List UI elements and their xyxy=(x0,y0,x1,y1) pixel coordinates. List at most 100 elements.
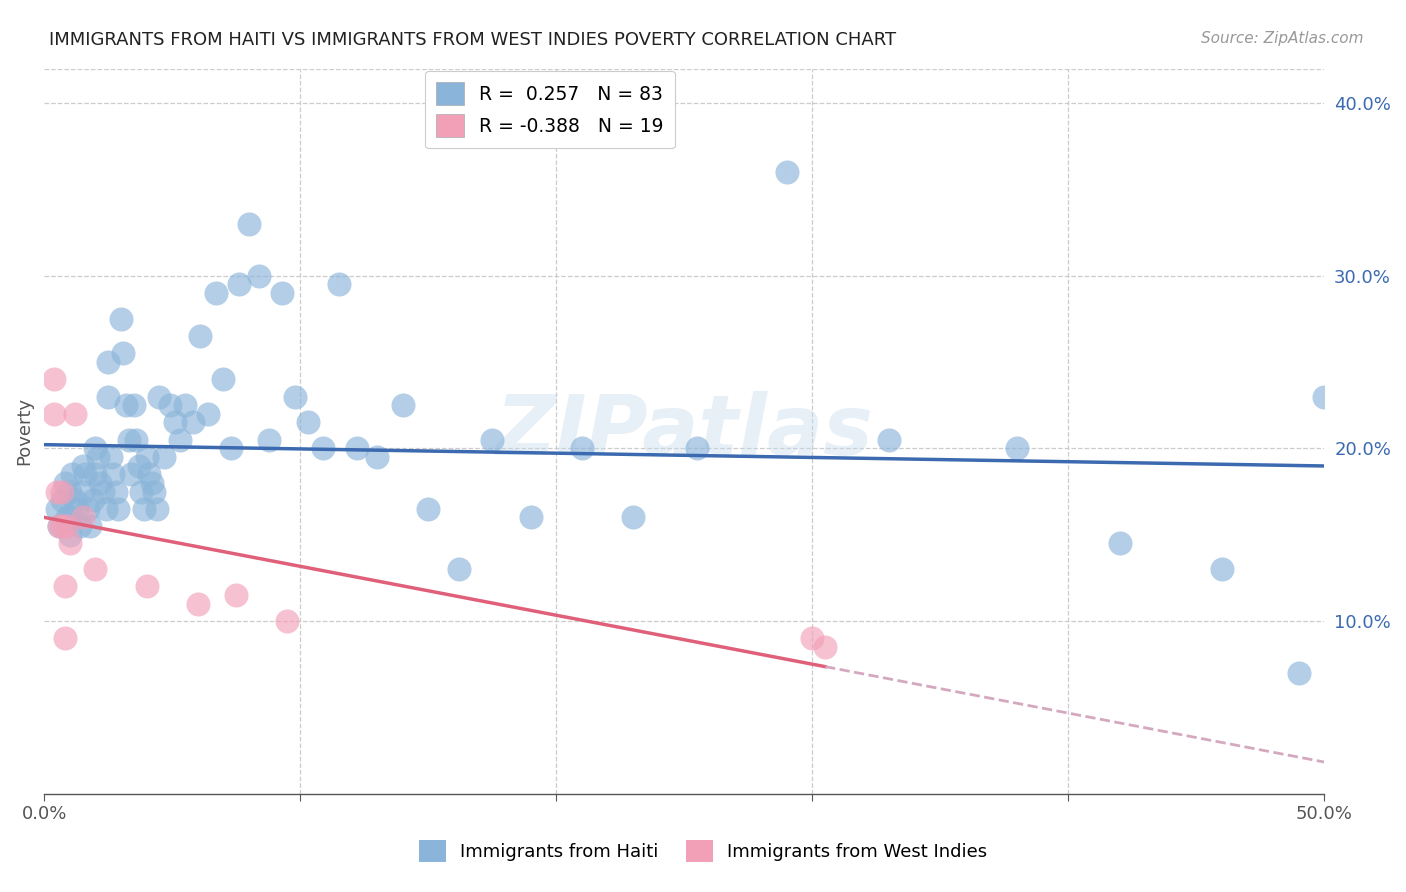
Point xyxy=(128,458,150,473)
Point xyxy=(1005,442,1028,456)
Point xyxy=(48,519,70,533)
Point xyxy=(187,597,209,611)
Point xyxy=(135,579,157,593)
Point xyxy=(110,311,132,326)
Point xyxy=(247,268,270,283)
Point xyxy=(163,416,186,430)
Point xyxy=(391,398,413,412)
Point xyxy=(141,475,163,490)
Point xyxy=(148,390,170,404)
Point xyxy=(481,433,503,447)
Point xyxy=(197,407,219,421)
Point xyxy=(112,346,135,360)
Point xyxy=(328,277,350,292)
Point xyxy=(204,285,226,300)
Point xyxy=(174,398,197,412)
Point xyxy=(97,355,120,369)
Point xyxy=(271,285,294,300)
Point xyxy=(366,450,388,464)
Point xyxy=(571,442,593,456)
Point xyxy=(44,407,66,421)
Legend: Immigrants from Haiti, Immigrants from West Indies: Immigrants from Haiti, Immigrants from W… xyxy=(412,833,994,870)
Point xyxy=(84,467,107,482)
Point xyxy=(418,501,440,516)
Point xyxy=(75,467,97,482)
Point xyxy=(312,442,335,456)
Point xyxy=(63,493,86,508)
Point xyxy=(82,493,104,508)
Text: IMMIGRANTS FROM HAITI VS IMMIGRANTS FROM WEST INDIES POVERTY CORRELATION CHART: IMMIGRANTS FROM HAITI VS IMMIGRANTS FROM… xyxy=(49,31,897,49)
Point xyxy=(1108,536,1130,550)
Point xyxy=(120,467,142,482)
Point xyxy=(219,442,242,456)
Point xyxy=(59,527,82,541)
Point xyxy=(814,640,837,654)
Point xyxy=(72,484,94,499)
Point xyxy=(519,510,541,524)
Point xyxy=(84,442,107,456)
Point xyxy=(346,442,368,456)
Point xyxy=(801,632,824,646)
Point xyxy=(877,433,900,447)
Point xyxy=(132,501,155,516)
Point xyxy=(89,475,111,490)
Point xyxy=(60,467,83,482)
Point xyxy=(143,484,166,499)
Point xyxy=(1313,390,1336,404)
Point xyxy=(87,450,110,464)
Point xyxy=(228,277,250,292)
Point xyxy=(79,519,101,533)
Point xyxy=(56,519,79,533)
Point xyxy=(51,519,73,533)
Point xyxy=(181,416,204,430)
Y-axis label: Poverty: Poverty xyxy=(15,397,32,465)
Point xyxy=(94,501,117,516)
Point xyxy=(225,588,247,602)
Point xyxy=(153,450,176,464)
Point xyxy=(97,390,120,404)
Point xyxy=(138,467,160,482)
Text: ZIPatlas: ZIPatlas xyxy=(495,391,873,472)
Point xyxy=(100,450,122,464)
Point xyxy=(107,501,129,516)
Point xyxy=(776,165,799,179)
Point xyxy=(117,433,139,447)
Point xyxy=(135,450,157,464)
Point xyxy=(53,632,76,646)
Point xyxy=(188,329,211,343)
Point xyxy=(63,407,86,421)
Point xyxy=(131,484,153,499)
Point xyxy=(45,501,67,516)
Text: Source: ZipAtlas.com: Source: ZipAtlas.com xyxy=(1201,31,1364,46)
Point xyxy=(276,614,298,628)
Point xyxy=(59,536,82,550)
Point xyxy=(91,484,114,499)
Point xyxy=(125,433,148,447)
Point xyxy=(51,484,73,499)
Point xyxy=(238,217,260,231)
Point xyxy=(169,433,191,447)
Point xyxy=(1211,562,1233,576)
Point xyxy=(59,510,82,524)
Point xyxy=(45,484,67,499)
Point xyxy=(621,510,644,524)
Point xyxy=(686,442,709,456)
Point xyxy=(104,484,127,499)
Point xyxy=(76,501,98,516)
Point xyxy=(59,484,82,499)
Point xyxy=(212,372,235,386)
Point xyxy=(44,372,66,386)
Point xyxy=(159,398,181,412)
Point xyxy=(84,562,107,576)
Point xyxy=(447,562,470,576)
Point xyxy=(69,519,91,533)
Point xyxy=(53,475,76,490)
Legend: R =  0.257   N = 83, R = -0.388   N = 19: R = 0.257 N = 83, R = -0.388 N = 19 xyxy=(425,70,675,148)
Point xyxy=(297,416,319,430)
Point xyxy=(103,467,125,482)
Point xyxy=(48,519,70,533)
Point xyxy=(146,501,169,516)
Point xyxy=(72,510,94,524)
Point xyxy=(53,579,76,593)
Point xyxy=(259,433,281,447)
